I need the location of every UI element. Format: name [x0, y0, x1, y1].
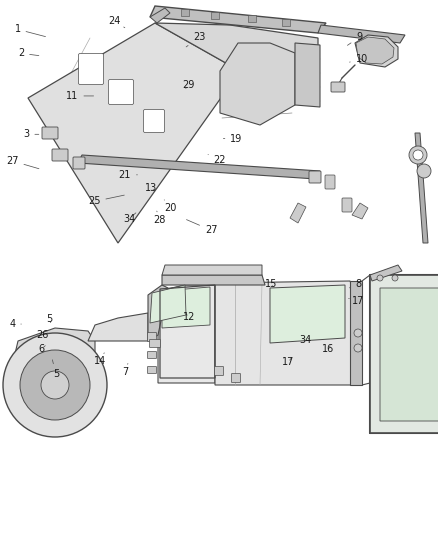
FancyBboxPatch shape [148, 333, 156, 342]
Text: 1: 1 [14, 25, 46, 37]
Text: 17: 17 [349, 296, 364, 306]
FancyBboxPatch shape [144, 109, 165, 133]
Polygon shape [295, 43, 320, 107]
Text: 29: 29 [182, 80, 194, 90]
Circle shape [417, 164, 431, 178]
Text: 15: 15 [265, 279, 277, 288]
Circle shape [392, 275, 398, 281]
Circle shape [377, 275, 383, 281]
Text: 23: 23 [186, 33, 205, 47]
Text: 13: 13 [145, 183, 157, 192]
Text: 5: 5 [53, 360, 59, 379]
Polygon shape [370, 275, 438, 433]
Text: 24: 24 [109, 17, 125, 28]
FancyBboxPatch shape [325, 175, 335, 189]
Polygon shape [370, 265, 402, 281]
Polygon shape [162, 287, 210, 328]
FancyBboxPatch shape [342, 198, 352, 212]
Circle shape [354, 344, 362, 352]
Polygon shape [415, 133, 428, 243]
Circle shape [3, 333, 107, 437]
Polygon shape [270, 285, 345, 343]
Polygon shape [78, 155, 320, 179]
FancyBboxPatch shape [109, 79, 134, 104]
Circle shape [354, 329, 362, 337]
Polygon shape [318, 25, 405, 43]
Polygon shape [10, 328, 95, 375]
FancyBboxPatch shape [148, 351, 156, 359]
Polygon shape [352, 203, 368, 219]
Text: 17: 17 [282, 358, 294, 367]
Polygon shape [355, 35, 398, 67]
Text: 34: 34 [123, 213, 136, 223]
FancyBboxPatch shape [215, 367, 223, 376]
Polygon shape [356, 37, 394, 64]
FancyBboxPatch shape [309, 171, 321, 183]
Circle shape [41, 371, 69, 399]
Text: 21: 21 [119, 170, 138, 180]
Text: 6: 6 [39, 344, 45, 354]
Text: 22: 22 [208, 155, 226, 165]
FancyBboxPatch shape [331, 82, 345, 92]
Text: 34: 34 [300, 335, 312, 345]
Polygon shape [282, 19, 290, 26]
Text: 16: 16 [321, 344, 334, 354]
Text: 12: 12 [183, 312, 195, 322]
Circle shape [413, 150, 423, 160]
FancyBboxPatch shape [73, 157, 85, 169]
FancyBboxPatch shape [148, 367, 156, 374]
Text: 7: 7 [122, 364, 128, 377]
Polygon shape [150, 285, 186, 323]
Polygon shape [380, 288, 438, 421]
Text: 19: 19 [223, 134, 243, 143]
Polygon shape [290, 203, 306, 223]
Polygon shape [148, 285, 168, 341]
Text: 26: 26 [37, 330, 49, 340]
FancyBboxPatch shape [78, 53, 103, 85]
Polygon shape [350, 281, 362, 385]
Text: 28: 28 [154, 211, 166, 224]
Circle shape [20, 350, 90, 420]
Text: 8: 8 [350, 279, 361, 288]
Polygon shape [155, 23, 318, 71]
Polygon shape [181, 9, 189, 16]
Circle shape [409, 146, 427, 164]
Polygon shape [220, 43, 295, 125]
Polygon shape [150, 8, 170, 23]
Polygon shape [211, 12, 219, 19]
Polygon shape [162, 275, 265, 285]
Text: 20: 20 [164, 200, 177, 213]
Polygon shape [28, 23, 240, 243]
Polygon shape [162, 265, 262, 275]
Polygon shape [88, 313, 148, 341]
Text: 25: 25 [88, 195, 124, 206]
Text: 3: 3 [23, 130, 39, 139]
Text: 2: 2 [18, 49, 39, 58]
Polygon shape [150, 6, 326, 33]
Text: 10: 10 [350, 54, 368, 63]
Text: 5: 5 [46, 314, 52, 324]
Text: 11: 11 [66, 91, 94, 101]
FancyBboxPatch shape [149, 340, 160, 348]
Polygon shape [215, 281, 358, 385]
Text: 27: 27 [187, 220, 217, 235]
Polygon shape [158, 285, 215, 383]
Text: 27: 27 [6, 156, 39, 169]
FancyBboxPatch shape [52, 149, 68, 161]
FancyBboxPatch shape [232, 374, 240, 383]
Polygon shape [248, 15, 256, 22]
Text: 9: 9 [347, 33, 362, 45]
FancyBboxPatch shape [42, 127, 58, 139]
Text: 14: 14 [94, 353, 106, 366]
Text: 4: 4 [9, 319, 21, 329]
